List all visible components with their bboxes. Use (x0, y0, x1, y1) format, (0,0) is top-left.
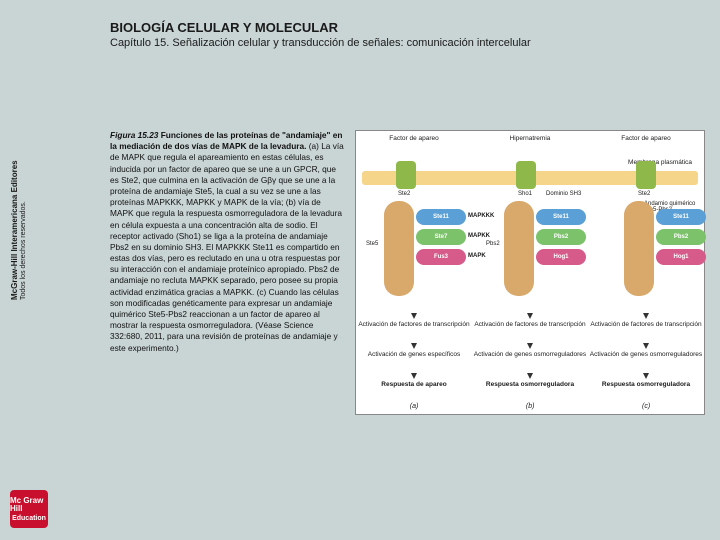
kinase-a-mapkk: Ste7 (416, 229, 466, 245)
scaffold-label-a: Ste5 (366, 241, 378, 247)
receptor-label-a: Ste2 (398, 191, 410, 197)
stage1-a: Activación de factores de transcripción (358, 321, 469, 328)
stage2-c: Activación de genes osmorreguladores (590, 351, 702, 358)
panel-tag-b: (b) (526, 403, 535, 410)
class-label-mapkkk: MAPKKK (468, 213, 494, 219)
stage1-b: Activación de factores de transcripción (474, 321, 585, 328)
domain-label: Dominio SH3 (546, 191, 581, 197)
receptor-c (636, 161, 656, 189)
panel-tag-c: (c) (642, 403, 650, 410)
class-label-mapkk: MAPKK (468, 233, 490, 239)
class-label-mapk: MAPK (468, 253, 486, 259)
stage-row-2: Activación de genes específicos Activaci… (356, 341, 704, 358)
kinase-stack-a: Ste11 Ste7 Fus3 (416, 209, 466, 265)
credit-line2: Todos los derechos reservados. (20, 100, 28, 300)
figure-caption: Figura 15.23 Funciones de las proteínas … (110, 130, 345, 354)
kinase-c-mapkk: Pbs2 (656, 229, 706, 245)
receptor-label-c: Ste2 (638, 191, 650, 197)
figure-top-labels: Factor de apareo Hipernatremia Factor de… (356, 135, 704, 142)
top-label-c: Factor de apareo (589, 135, 704, 142)
stage-row-3: Respuesta de apareo Respuesta osmorregul… (356, 371, 704, 388)
kinase-a-mapk: Fus3 (416, 249, 466, 265)
scaffold-label-b: Pbs2 (486, 241, 500, 247)
caption-fig-number: Figura 15.23 (110, 130, 158, 140)
stage-row-1: Activación de factores de transcripción … (356, 311, 704, 328)
scaffold-a (384, 201, 414, 296)
scaffold-c (624, 201, 654, 296)
scaffold-b (504, 201, 534, 296)
page-subtitle: Capítulo 15. Señalización celular y tran… (110, 37, 710, 49)
figure-diagram: Factor de apareo Hipernatremia Factor de… (355, 130, 705, 415)
stage1-c: Activación de factores de transcripción (590, 321, 701, 328)
credit-line1: McGraw-Hill Interamericana Editores (10, 100, 20, 300)
receptor-a (396, 161, 416, 189)
kinase-b-mapkkk: Ste11 (536, 209, 586, 225)
publisher-logo: Mc Graw Hill Education (10, 490, 48, 528)
panel-tag-a: (a) (410, 403, 419, 410)
publisher-credit: McGraw-Hill Interamericana Editores Todo… (10, 100, 28, 300)
logo-sub: Education (12, 515, 46, 522)
kinase-stack-b: Ste11 Pbs2 Hog1 (536, 209, 586, 265)
kinase-b-mapkk: Pbs2 (536, 229, 586, 245)
kinase-b-mapk: Hog1 (536, 249, 586, 265)
kinase-stack-c: Ste11 Pbs2 Hog1 (656, 209, 706, 265)
kinase-c-mapkkk: Ste11 (656, 209, 706, 225)
top-label-a: Factor de apareo (357, 135, 472, 142)
panel-tags: (a) (b) (c) (356, 403, 704, 410)
receptor-b (516, 161, 536, 189)
kinase-a-mapkkk: Ste11 (416, 209, 466, 225)
stage3-c: Respuesta osmorreguladora (602, 381, 690, 388)
caption-body: (a) La vía de MAPK que regula el apaream… (110, 141, 344, 352)
receptor-label-b: Sho1 (518, 191, 532, 197)
stage3-b: Respuesta osmorreguladora (486, 381, 574, 388)
stage3-a: Respuesta de apareo (381, 381, 446, 388)
stage2-b: Activación de genes osmorreguladores (474, 351, 586, 358)
kinase-c-mapk: Hog1 (656, 249, 706, 265)
logo-brand: Mc Graw Hill (10, 497, 48, 513)
header: BIOLOGÍA CELULAR Y MOLECULAR Capítulo 15… (110, 20, 710, 49)
stage2-a: Activación de genes específicos (368, 351, 461, 358)
top-label-b: Hipernatremia (473, 135, 588, 142)
page-title: BIOLOGÍA CELULAR Y MOLECULAR (110, 20, 710, 35)
